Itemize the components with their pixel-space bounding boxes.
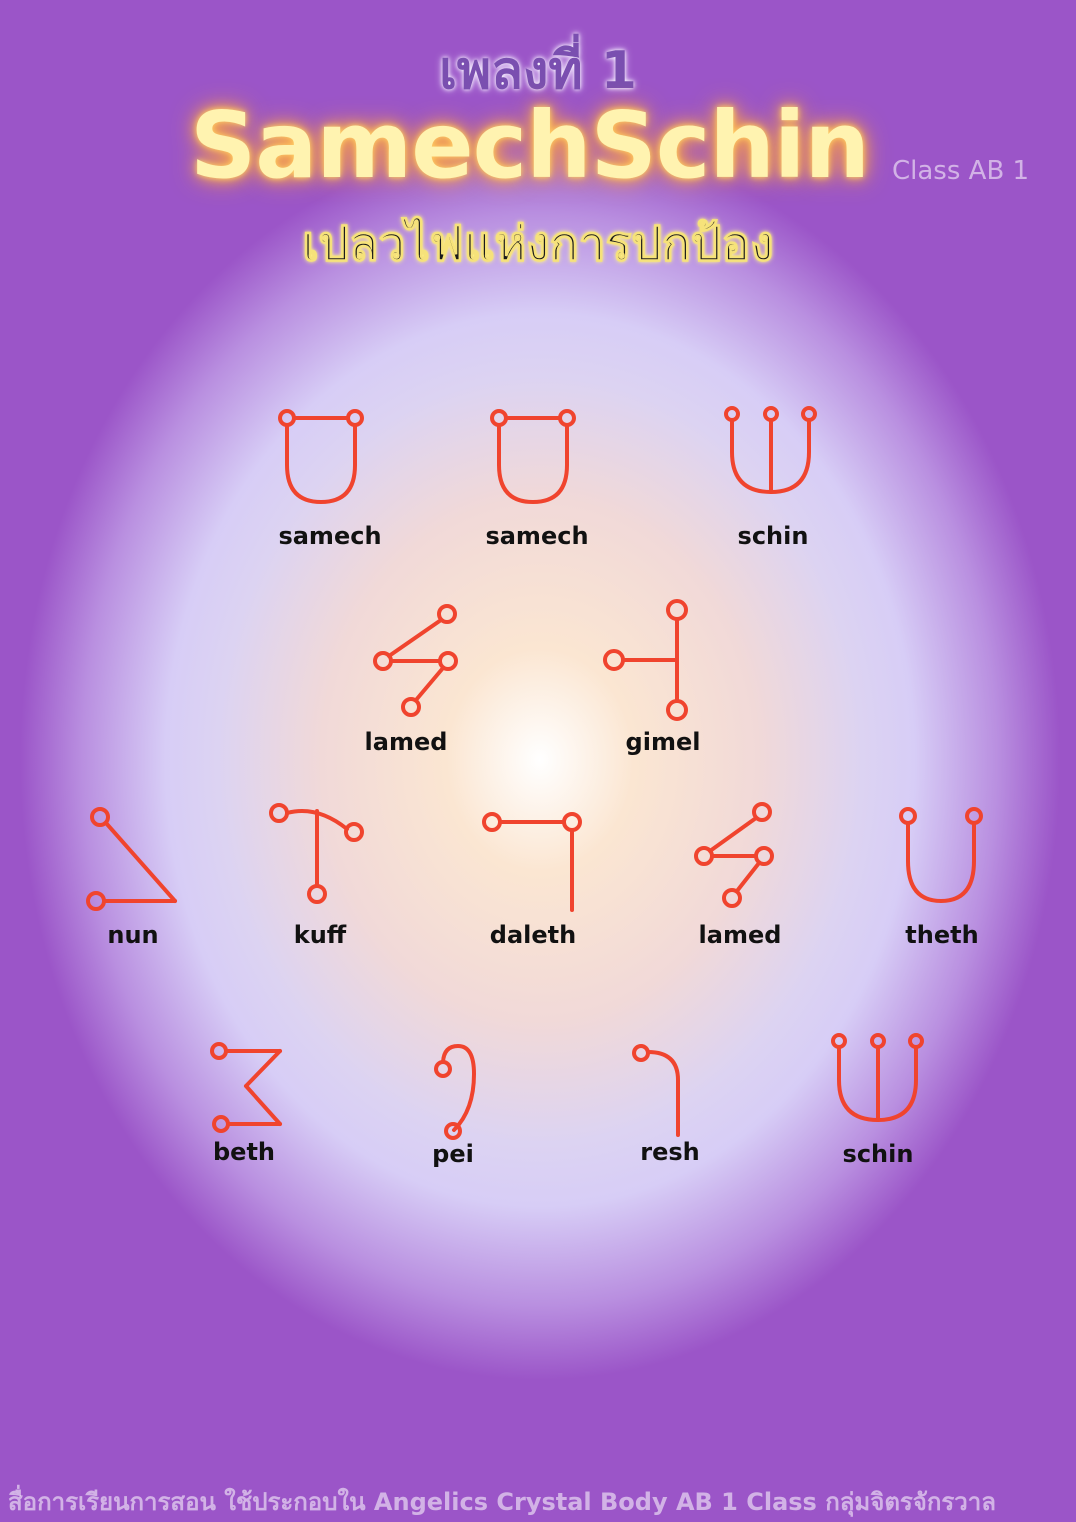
- glyph-label: kuff: [293, 921, 347, 949]
- glyph-label: nun: [107, 921, 159, 949]
- kuff-glyph-icon: [268, 802, 368, 911]
- samech-glyph-icon: [487, 405, 587, 514]
- glyph-label: gimel: [625, 728, 701, 756]
- nun-glyph-icon: [85, 805, 185, 919]
- theth-glyph-icon: [898, 806, 993, 910]
- pei-glyph-icon: [428, 1040, 488, 1144]
- song-number: เพลงที่ 1: [439, 41, 637, 101]
- glyph-label: daleth: [489, 921, 577, 949]
- glyph-label: samech: [485, 522, 589, 550]
- class-tag: Class AB 1: [892, 156, 1030, 186]
- glyph-label: lamed: [698, 921, 782, 949]
- page-subtitle: เปลวไฟแห่งการปกป้อง: [302, 216, 774, 273]
- schin-glyph-icon: [722, 402, 822, 506]
- glyph-label: pei: [432, 1140, 474, 1168]
- samech-glyph-icon: [275, 405, 375, 514]
- resh-glyph-icon: [628, 1040, 698, 1144]
- lamed-glyph-icon: [370, 600, 465, 724]
- glyph-label: beth: [212, 1138, 275, 1166]
- footer-caption: สื่อการเรียนการสอน ใช้ประกอบใน Angelics …: [8, 1488, 996, 1516]
- glyph-label: theth: [905, 921, 979, 949]
- glyph-label: samech: [278, 522, 382, 550]
- page-title: SamechSchin: [190, 92, 870, 199]
- lamed-glyph-icon: [692, 800, 782, 919]
- gimel-glyph-icon: [600, 598, 695, 727]
- daleth-glyph-icon: [480, 810, 585, 919]
- glyph-label: schin: [842, 1140, 914, 1168]
- schin-glyph-icon: [828, 1030, 928, 1134]
- glyph-label: schin: [737, 522, 809, 550]
- glyph-label: resh: [640, 1138, 700, 1166]
- beth-glyph-icon: [208, 1040, 293, 1139]
- glyph-label: lamed: [364, 728, 448, 756]
